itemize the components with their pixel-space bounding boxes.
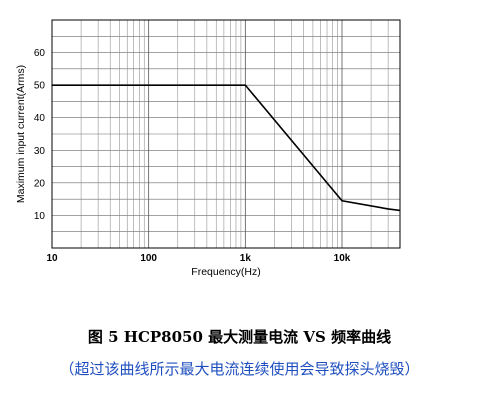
- series: [52, 84, 400, 212]
- series-line: [52, 84, 400, 212]
- y-axis-label: Maximum input current(Arms): [15, 65, 27, 203]
- y-axis-ticks: 10 20 30 40 50 60: [34, 48, 46, 222]
- x-tick-label: 100: [140, 253, 157, 264]
- grid: [52, 20, 400, 248]
- y-tick-label: 50: [34, 81, 46, 92]
- x-tick-label: 10k: [334, 253, 351, 264]
- plot-frame: [51, 19, 401, 249]
- y-tick-label: 40: [34, 113, 46, 124]
- x-axis-ticks: 10 100 1k 10k: [46, 253, 350, 264]
- y-tick-label: 60: [34, 48, 46, 59]
- x-tick-label: 10: [46, 253, 58, 264]
- x-axis-label: Frequency(Hz): [191, 266, 260, 278]
- current-vs-frequency-chart: 10 20 30 40 50 60 10 100 1k 10k Frequency(Hz) Ma…: [15, 19, 401, 278]
- y-tick-label: 10: [34, 211, 46, 222]
- figure-note: （超过该曲线所示最大电流连续使用会导致探头烧毁）: [59, 360, 420, 378]
- figure-caption: 图 5 HCP8050 最大测量电流 VS 频率曲线: [87, 328, 392, 346]
- y-tick-label: 30: [34, 146, 46, 157]
- x-tick-label: 1k: [240, 253, 252, 264]
- y-tick-label: 20: [34, 178, 46, 189]
